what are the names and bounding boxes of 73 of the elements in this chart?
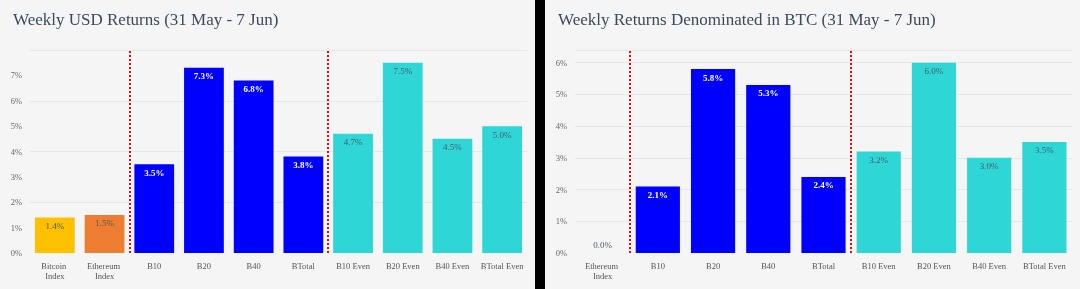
x-tick-label: B20 (705, 261, 721, 271)
x-tick-label: BTotal Even (1023, 261, 1067, 271)
data-label: 2.4% (813, 180, 834, 191)
y-tick-label: 5% (10, 121, 22, 132)
bar (856, 151, 901, 253)
bar (690, 69, 736, 253)
data-label: 1.5% (95, 218, 115, 229)
x-tick-label: B10 (147, 261, 162, 271)
bar (432, 138, 473, 253)
y-tick-label: 6% (10, 95, 22, 106)
x-tick-label: B40 (246, 261, 261, 271)
x-tick-label: BTotal Even (480, 261, 525, 271)
bar (233, 80, 274, 253)
data-label: 5.8% (702, 72, 724, 83)
data-label: 5.3% (758, 88, 779, 99)
data-label: 3.8% (293, 160, 314, 171)
data-label: 5.0% (492, 129, 513, 140)
x-tick-label: B40 Even (972, 261, 1007, 271)
bar (382, 62, 423, 253)
x-tick-label: B40 (761, 261, 776, 271)
x-tick-label: B40 Even (435, 261, 471, 271)
data-label: 4.7% (343, 137, 363, 148)
x-tick-label: Ethereum Index (585, 261, 621, 281)
bar (184, 67, 224, 253)
data-label: 3.5% (144, 167, 165, 178)
y-tick-label: 3% (10, 171, 22, 182)
y-tick-label: 1% (10, 222, 22, 233)
bar (746, 84, 791, 253)
data-label: 1.4% (45, 220, 65, 231)
y-tick-label: 0% (10, 248, 22, 258)
bar (967, 157, 1012, 253)
x-tick-label: BTotal (811, 261, 836, 271)
y-tick-label: 2% (10, 197, 22, 208)
bar (635, 186, 680, 253)
data-label: 3.2% (869, 155, 889, 165)
x-tick-label: B20 (196, 261, 212, 271)
x-tick-label: Ethereum Index (86, 261, 123, 281)
y-tick-label: 5% (555, 89, 567, 100)
data-label: 7.5% (393, 66, 413, 77)
x-tick-label: B10 Even (861, 261, 897, 271)
bar (482, 126, 523, 253)
data-label: 2.1% (647, 189, 668, 200)
y-tick-label: 0% (555, 248, 567, 258)
y-tick-label: 4% (10, 146, 22, 157)
bar (34, 217, 75, 253)
x-tick-label: B10 Even (336, 261, 371, 271)
data-label: 6.0% (924, 66, 944, 77)
x-tick-label: BTotal (291, 261, 316, 271)
x-tick-label: Bitcoin Index (41, 261, 69, 281)
chart-title: Weekly Returns Denominated in BTC (31 May - 7 Jun) (558, 10, 936, 29)
bar (911, 62, 957, 253)
data-label: 0.0% (593, 239, 613, 250)
bar (283, 156, 324, 253)
x-tick-label: B20 Even (917, 261, 952, 271)
data-label: 4.5% (443, 142, 463, 153)
chart-title: Weekly USD Returns (31 May - 7 Jun) (13, 10, 279, 29)
x-tick-label: B20 Even (385, 261, 421, 271)
bar (801, 176, 846, 253)
y-tick-label: 1% (555, 216, 567, 227)
data-label: 7.3% (193, 71, 215, 82)
data-label: 6.8% (243, 83, 264, 94)
y-tick-label: 2% (555, 184, 567, 195)
y-tick-label: 6% (555, 57, 567, 68)
y-tick-label: 7% (10, 70, 22, 81)
data-label: 3.0% (979, 161, 1000, 172)
y-tick-label: 3% (555, 152, 567, 163)
data-label: 3.5% (1035, 145, 1055, 156)
bar (134, 164, 175, 253)
bar (1022, 141, 1067, 253)
y-tick-label: 4% (555, 121, 567, 132)
bar (84, 214, 125, 253)
bar (333, 133, 373, 253)
x-tick-label: B10 (650, 261, 665, 271)
